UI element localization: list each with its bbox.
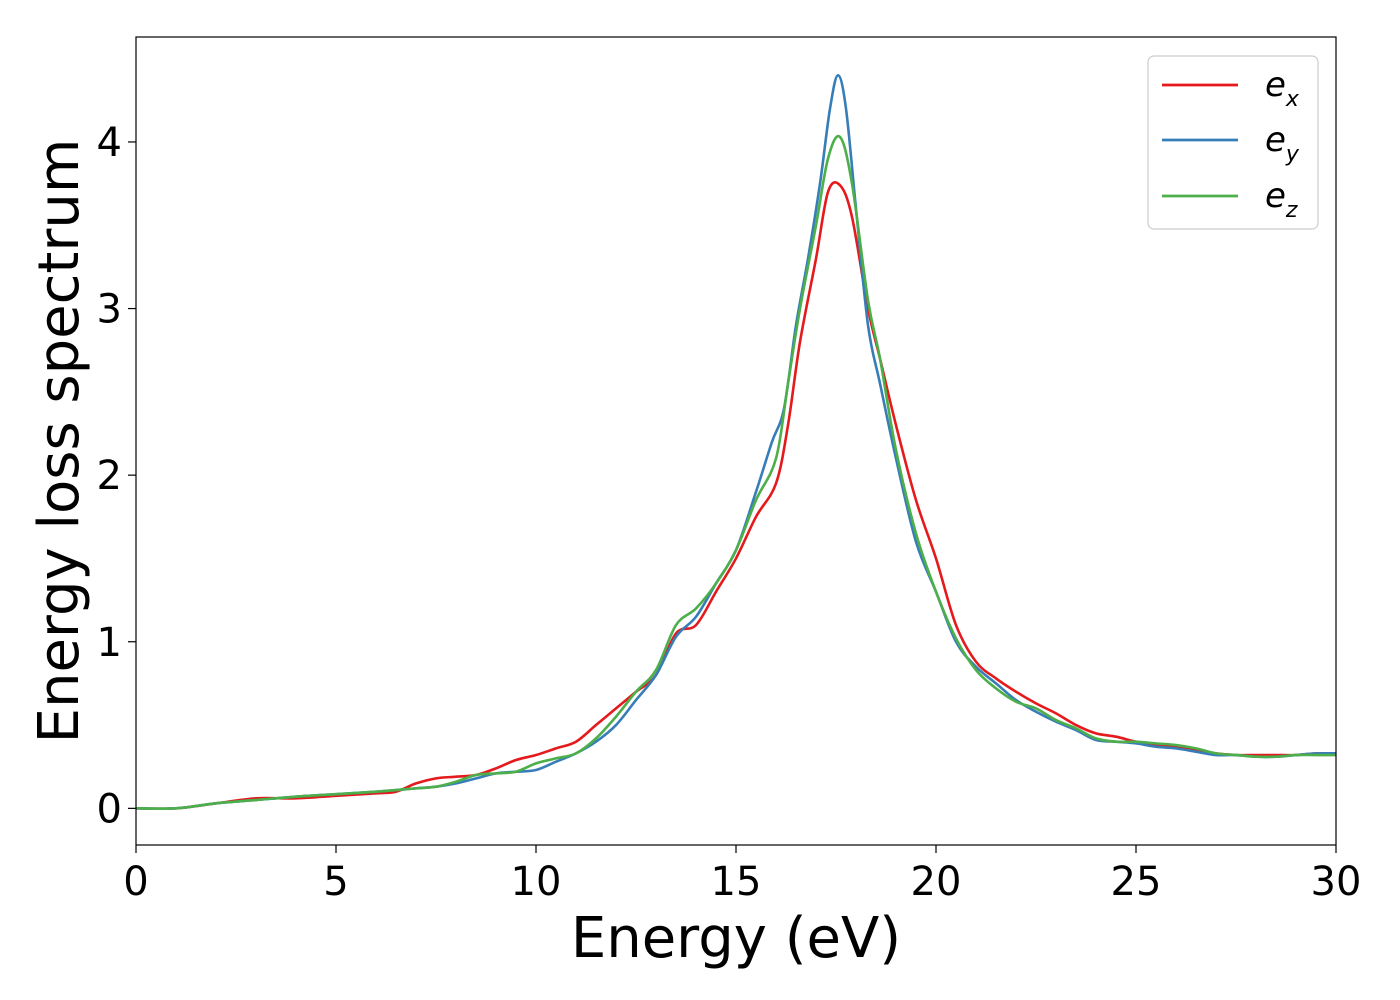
legend-label: ez [1265,176,1298,223]
x-axis: 0 5 10 15 20 25 30 [123,845,1361,905]
y-tick-label: 4 [97,120,122,166]
legend-label: ey [1265,120,1300,167]
y-tick-label: 2 [97,453,122,499]
x-tick-label: 5 [323,859,348,905]
series-line-x [136,181,1336,811]
x-tick-label: 0 [123,859,148,905]
series-line-y [136,74,1336,811]
legend-item-x: ex [1162,65,1300,112]
y-tick-label: 1 [97,620,122,666]
y-tick-label: 0 [97,786,122,832]
x-tick-label: 20 [911,859,962,905]
legend-item-z: ez [1162,176,1298,223]
x-tick-label: 10 [511,859,562,905]
legend-label: ex [1265,65,1300,112]
y-axis-title: Energy loss spectrum [27,139,92,744]
legend-item-y: ey [1162,120,1300,167]
x-axis-title: Energy (eV) [571,906,901,971]
series-layer [136,74,1336,811]
legend-entries: ex ey ez [1162,65,1300,223]
x-tick-label: 15 [711,859,762,905]
legend-box [1147,55,1319,230]
y-tick-label: 3 [97,287,122,333]
series-line-z [136,134,1336,811]
y-axis: 0 1 2 3 4 [97,120,136,832]
legend: ex ey ez [1147,55,1319,230]
x-tick-label: 25 [1111,859,1162,905]
x-tick-label: 30 [1311,859,1362,905]
